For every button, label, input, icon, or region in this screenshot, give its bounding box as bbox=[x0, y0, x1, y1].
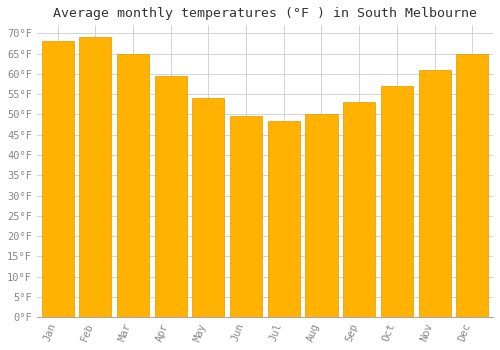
Bar bbox=[42, 42, 74, 317]
Bar bbox=[192, 98, 224, 317]
Bar bbox=[230, 117, 262, 317]
Title: Average monthly temperatures (°F ) in South Melbourne: Average monthly temperatures (°F ) in So… bbox=[53, 7, 477, 20]
Bar bbox=[154, 76, 186, 317]
Bar bbox=[79, 37, 112, 317]
Bar bbox=[117, 54, 149, 317]
Bar bbox=[456, 54, 488, 317]
Bar bbox=[418, 70, 450, 317]
Bar bbox=[343, 102, 375, 317]
Bar bbox=[306, 114, 338, 317]
Bar bbox=[268, 120, 300, 317]
Bar bbox=[381, 86, 413, 317]
